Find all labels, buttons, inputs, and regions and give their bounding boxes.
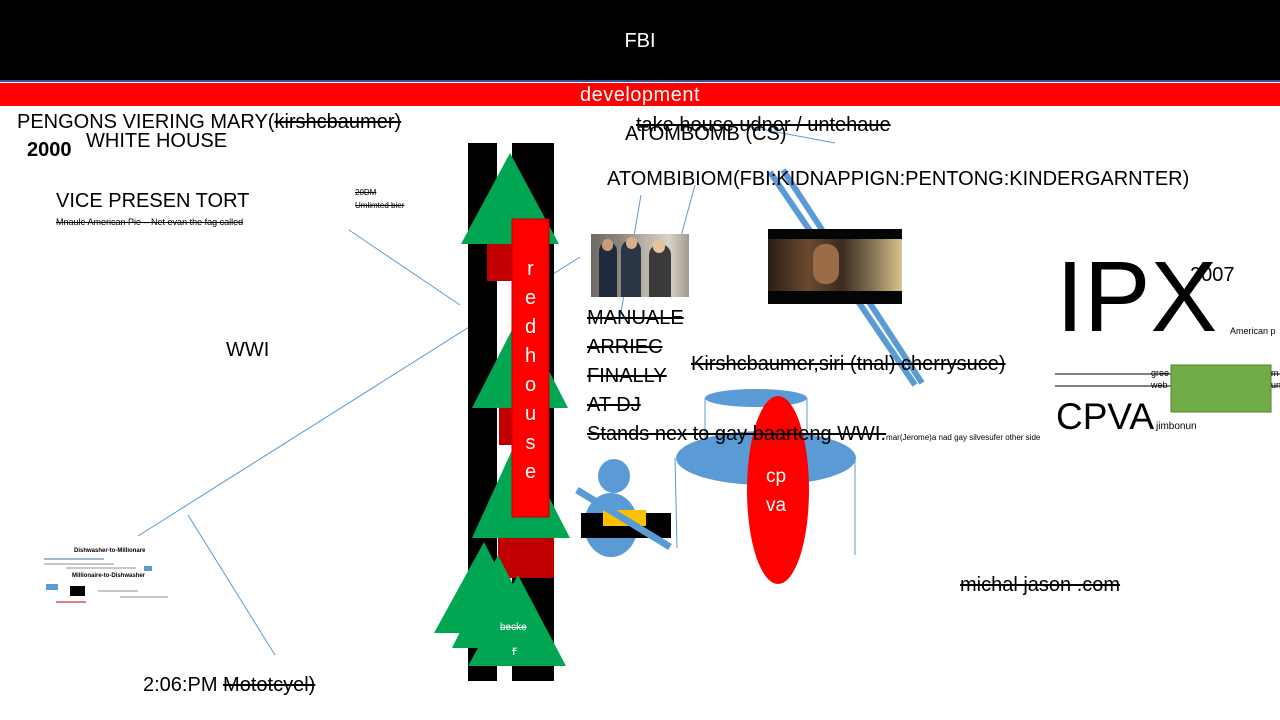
figure-silhouette [621,240,641,297]
atombibiom-label: ATOMBIBIOM(FBI:KIDNAPPIGN:PENTONG:KINDER… [607,168,1190,190]
kirsh-label: Kirshcbaumer,siri (tnal) cherrysuce) [691,353,1006,375]
connector-line [674,457,678,549]
connector-line [348,229,461,306]
video-face [813,244,839,284]
redhouse-letter: e [524,461,537,483]
connector-line [744,125,836,144]
stands-line: Stands nex to gay baarteng WWI.mar(Jerom… [587,423,1040,446]
wwi-label: WWI [226,339,270,361]
development-label: development [579,84,701,106]
becke-r-label: r [512,642,517,658]
moto-struck-text: Mototcyel) [223,674,316,696]
redhouse-letter: o [524,374,537,396]
redhouse-letter: s [525,432,536,454]
table-top-small [705,389,807,407]
ipx-year: 2007 [1190,264,1235,286]
cpva-label-2: va [766,495,787,516]
time-line: 2:06:PM Mototcyel) [143,674,315,697]
green-box [1170,364,1272,413]
thumb-box [144,566,152,571]
ipx-title: IPX [1056,241,1218,353]
manuale-label: MANUALE [587,307,684,329]
figure-face [602,239,613,251]
green-note: gree [1151,368,1170,378]
development-banner [0,83,1280,106]
people-photo [591,234,689,297]
redhouse-letter: u [524,403,537,425]
atombomb-label: ATOMBOMB (CS) [625,123,787,145]
year-2000: 2000 [27,139,72,161]
web-note-end: un [1271,380,1280,390]
figure-silhouette [649,244,671,297]
web-note: web [1151,380,1168,390]
slash-line [575,487,672,550]
tower-window [498,538,554,578]
website-label: michal jason .com [960,574,1121,596]
becke-label: becke [500,622,527,633]
pengons-line: PENGONS VIERING MARY(kirshcbaumer) [17,111,401,134]
thumb-title-1: Dishwasher-to-Millionare [74,548,146,554]
redhouse-letter: e [524,287,537,309]
dm-note-2: Umlimted bier [355,201,405,210]
person-head [598,459,630,493]
cpva-label-1: cp [766,466,787,487]
american-note: American p [1230,326,1276,336]
vice-presen-label: VICE PRESEN TORT [56,190,250,212]
green-note-end: m [1271,368,1279,378]
dm-note-1: 20DM [355,188,377,197]
redhouse-letter: r [527,258,534,280]
thumb-bar [44,563,114,565]
cpva-ellipse [747,396,809,584]
white-house-label: WHITE HOUSE [86,130,228,152]
cpva-title: CPVA [1056,396,1155,437]
stands-note: mar(Jerome)a nad gay silvesufer other si… [886,433,1041,442]
redhouse-bar [511,218,550,518]
time-text: 2:06:PM [143,674,218,696]
thumb-bar [120,596,168,598]
video-still [768,229,902,304]
header-bar [0,0,1280,82]
redhouse-letter: d [524,316,537,338]
thumb-bar [44,558,104,560]
header-title: FBI [624,30,656,52]
vice-note: Mnaule American Pie – Net evan the fag c… [56,217,244,227]
thumbnail-diagram: Dishwasher-to-Millionare Millionaire-to-… [42,546,170,606]
connector-line [187,514,276,656]
redhouse-letter: h [524,345,537,367]
thumb-bar [66,567,136,569]
at-dj-label: AT DJ [587,394,641,416]
jimbonun-label: jimbonun [1156,421,1197,432]
stands-text: Stands nex to gay baarteng WWI. [587,423,887,445]
take-house-label: take house udner / untehaue [636,114,891,136]
tower-window [487,243,514,281]
figure-face [653,240,665,253]
thumb-bar [56,601,86,603]
thumb-title-2: Millionaire-to-Dishwasher [72,573,146,579]
pengons-text: PENGONS VIERING MARY( [17,111,275,133]
thumb-box [46,584,58,590]
green-triangle [468,575,566,666]
finally-label: FINALLY [587,365,667,387]
thumb-box [70,586,85,596]
pengons-struck-text: kirshcbaumer) [274,111,402,133]
figure-silhouette [599,242,617,297]
thumb-bar [98,590,138,592]
figure-face [626,237,637,249]
arriec-label: ARRIEC [587,336,663,358]
